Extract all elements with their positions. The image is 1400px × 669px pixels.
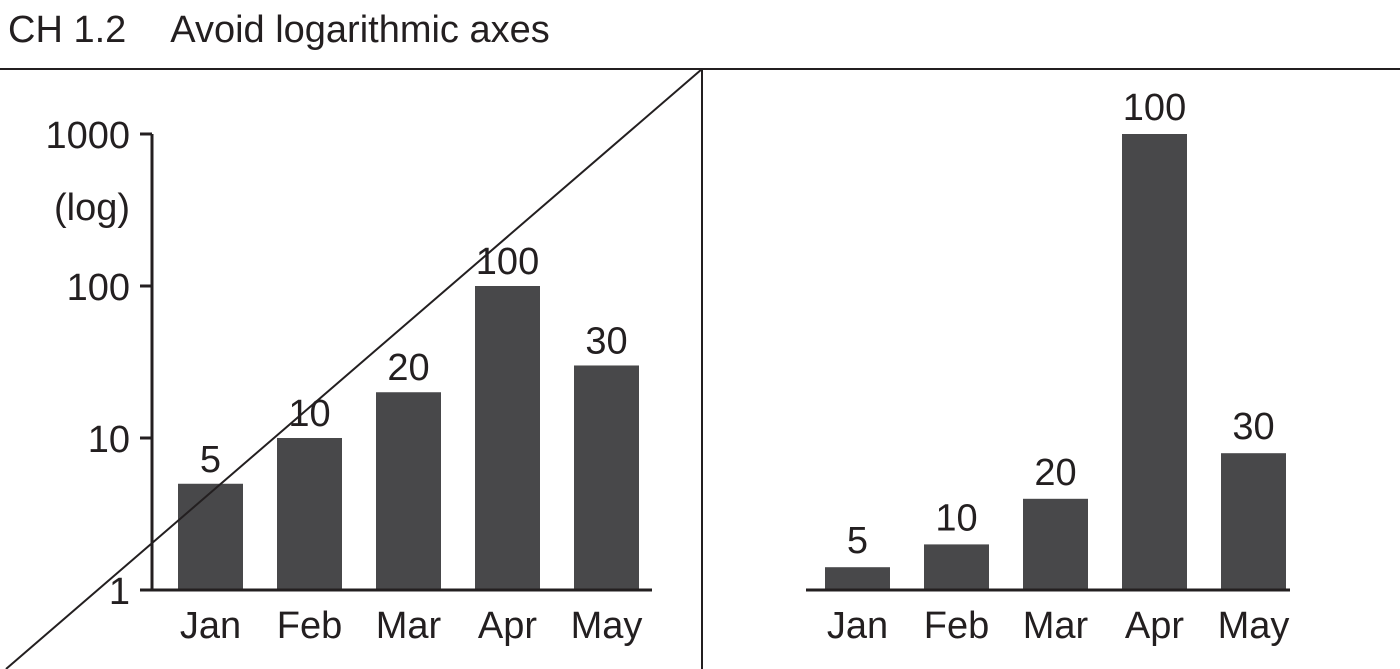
data-label: 30 <box>585 320 627 362</box>
bar-jan <box>825 567 890 590</box>
x-tick-label: May <box>1218 605 1290 647</box>
cross-out-line <box>5 68 703 669</box>
linear-scale-chart: 5 Jan 10 Feb 20 Mar 100 Apr 30 May <box>806 87 1290 647</box>
chapter-code: CH 1.2 <box>8 9 127 51</box>
x-tick-label: Apr <box>478 605 537 647</box>
y-tick-label: 1 <box>109 571 130 613</box>
data-label: 100 <box>1123 87 1186 129</box>
bar-apr <box>475 286 540 590</box>
log-scale-chart: 5 Jan 10 Feb 20 Mar 100 Apr 30 May 1 10 100 1000 (log) <box>45 115 652 647</box>
x-tick-label: Feb <box>277 605 342 647</box>
bar-jan <box>178 483 243 590</box>
page-title: CH 1.2 Avoid logarithmic axes <box>8 2 550 58</box>
y-tick-label: 10 <box>88 419 130 461</box>
bar-may <box>1221 453 1286 590</box>
data-label: 20 <box>387 347 429 389</box>
data-label: 5 <box>847 520 868 562</box>
x-tick-label: Mar <box>1023 605 1089 647</box>
x-tick-label: Jan <box>180 605 241 647</box>
data-label: 10 <box>935 497 977 539</box>
data-label: 20 <box>1034 452 1076 494</box>
bar-apr <box>1122 134 1187 590</box>
x-tick-label: Jan <box>827 605 888 647</box>
bar-mar <box>376 392 441 590</box>
x-tick-label: Apr <box>1125 605 1184 647</box>
bar-mar <box>1023 498 1088 590</box>
bar-feb <box>277 438 342 590</box>
y-tick-label: 1000 <box>45 115 130 157</box>
x-tick-label: May <box>571 605 643 647</box>
y-tick-label: 100 <box>67 267 130 309</box>
y-axis-label: (log) <box>54 187 130 229</box>
data-label: 5 <box>200 439 221 481</box>
data-label: 10 <box>288 393 330 435</box>
bar-feb <box>924 544 989 590</box>
data-label: 30 <box>1232 406 1274 448</box>
chapter-title: Avoid logarithmic axes <box>170 9 550 51</box>
x-tick-label: Mar <box>376 605 442 647</box>
data-label: 100 <box>476 241 539 283</box>
x-tick-label: Feb <box>924 605 989 647</box>
bar-may <box>574 365 639 590</box>
